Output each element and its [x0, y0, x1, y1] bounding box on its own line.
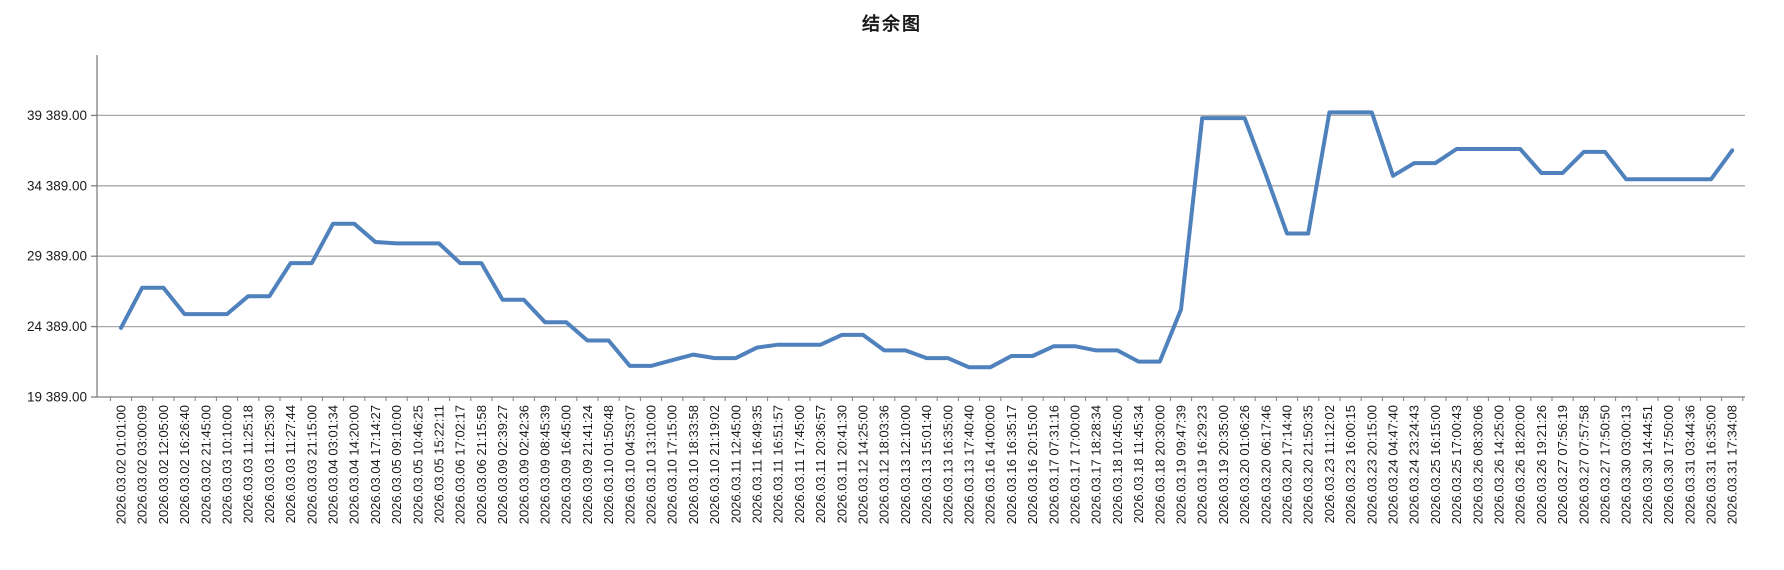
x-axis-label: 2026.03.25 17:00:43: [1449, 405, 1464, 524]
balance-line-series: [119, 110, 1735, 370]
x-axis-label: 2026.03.17 07:31:16: [1046, 405, 1061, 524]
x-axis-label: 2026.03.10 21:19:02: [707, 405, 722, 524]
x-axis-label: 2026.03.16 14:00:00: [983, 405, 998, 524]
x-axis-label: 2026.03.24 23:24:43: [1407, 405, 1422, 524]
x-axis-label: 2026.03.24 04:47:40: [1386, 405, 1401, 524]
x-axis-label: 2026.03.11 16:49:35: [750, 405, 765, 523]
x-axis-label: 2026.03.16 16:35:17: [1004, 405, 1019, 524]
x-axis-label: 2026.03.04 03:01:34: [326, 405, 341, 524]
x-axis-label: 2026.03.11 16:51:57: [771, 405, 786, 523]
x-axis-label: 2026.03.04 17:14:27: [368, 405, 383, 524]
x-axis-label: 2026.03.09 02:39:27: [495, 405, 510, 524]
x-axis-label: 2026.03.31 17:34:08: [1725, 405, 1740, 524]
x-axis-label: 2026.03.13 12:10:00: [898, 405, 913, 524]
x-axis-label: 2026.03.31 16:35:00: [1704, 405, 1719, 524]
x-axis-label: 2026.03.20 06:17:46: [1258, 405, 1273, 524]
x-axis-label: 2026.03.18 10:45:00: [1110, 405, 1125, 524]
x-axis-label: 2026.03.20 17:14:40: [1280, 405, 1295, 524]
x-axis-label: 2026.03.26 14:25:00: [1492, 405, 1507, 524]
x-axis-label: 2026.03.04 14:20:00: [347, 405, 362, 524]
x-axis-label: 2026.03.27 17:50:50: [1598, 405, 1613, 524]
x-axis-label: 2026.03.06 17:02:17: [453, 405, 468, 524]
x-axis-label: 2026.03.09 02:42:36: [516, 405, 531, 524]
x-axis-label: 2026.03.03 11:25:18: [241, 405, 256, 523]
x-axis-label: 2026.03.03 11:27:44: [283, 405, 298, 523]
x-axis-label: 2026.03.26 18:20:00: [1513, 405, 1528, 524]
x-axis-label: 2026.03.19 20:35:00: [1216, 405, 1231, 524]
x-axis-label: 2026.03.13 16:35:00: [940, 405, 955, 524]
x-axis-label: 2026.03.12 14:25:00: [856, 405, 871, 524]
x-axis-label: 2026.03.18 11:45:34: [1131, 405, 1146, 523]
x-axis-label: 2026.03.09 21:41:24: [580, 405, 595, 524]
y-axis-label: 24 389.00: [27, 319, 87, 334]
x-axis-label: 2026.03.10 01:50:48: [601, 405, 616, 524]
chart-title: 结余图: [862, 14, 922, 34]
x-axis-label: 2026.03.20 21:50:35: [1301, 405, 1316, 524]
x-axis-label: 2026.03.26 19:21:26: [1534, 405, 1549, 524]
x-axis-label: 2026.03.10 13:10:00: [644, 405, 659, 524]
x-axis-label: 2026.03.31 03:44:36: [1682, 405, 1697, 524]
x-axis-label: 2026.03.26 08:30:06: [1470, 405, 1485, 524]
x-axis-label: 2026.03.30 14:44:51: [1640, 405, 1655, 524]
x-axis-label: 2026.03.13 17:40:40: [962, 405, 977, 524]
x-axis-label: 2026.03.18 20:30:00: [1152, 405, 1167, 524]
x-axis-label: 2026.03.13 15:01:40: [919, 405, 934, 524]
x-axis-label: 2026.03.30 03:00:13: [1619, 405, 1634, 524]
x-axis-label: 2026.03.12 18:03:36: [877, 405, 892, 524]
x-axis-label: 2026.03.20 01:06:26: [1237, 405, 1252, 524]
x-axis-label: 2026.03.05 09:10:00: [389, 405, 404, 524]
x-axis-label: 2026.03.16 20:15:00: [1025, 405, 1040, 524]
x-axis-label: 2026.03.06 21:15:58: [474, 405, 489, 524]
x-axis-label: 2026.03.19 09:47:39: [1174, 405, 1189, 524]
y-axis-label: 34 389.00: [27, 178, 87, 193]
y-axis-label: 39 389.00: [27, 108, 87, 123]
x-axis-label: 2026.03.02 16:26:40: [177, 405, 192, 524]
x-axis-label: 2026.03.10 17:15:00: [665, 405, 680, 524]
x-axis-label: 2026.03.11 12:45:00: [728, 405, 743, 523]
x-axis-label: 2026.03.23 11:12:02: [1322, 405, 1337, 523]
x-axis-label: 2026.03.11 20:41:30: [834, 405, 849, 523]
x-axis-label: 2026.03.25 16:15:00: [1428, 405, 1443, 524]
x-axis-label: 2026.03.03 21:15:00: [304, 405, 319, 524]
x-axis-label: 2026.03.02 01:01:00: [114, 405, 129, 524]
x-axis-label: 2026.03.05 15:22:11: [432, 405, 447, 523]
x-axis-label: 2026.03.19 16:29:23: [1195, 405, 1210, 524]
x-axis-label: 2026.03.10 04:53:07: [622, 405, 637, 524]
y-axis-label: 29 389.00: [27, 249, 87, 264]
x-axis-label: 2026.03.03 11:25:30: [262, 405, 277, 523]
x-axis-label: 2026.03.02 21:45:00: [198, 405, 213, 524]
x-axis-label: 2026.03.17 17:00:00: [1068, 405, 1083, 524]
x-axis-label: 2026.03.05 10:46:25: [410, 405, 425, 524]
x-axis-label: 2026.03.09 08:45:39: [538, 405, 553, 524]
x-axis-label: 2026.03.27 07:56:19: [1555, 405, 1570, 524]
x-axis-label: 2026.03.17 18:28:34: [1089, 405, 1104, 524]
x-axis-label: 2026.03.23 20:15:00: [1364, 405, 1379, 524]
x-axis-label: 2026.03.27 07:57:58: [1576, 405, 1591, 524]
x-axis-label: 2026.03.11 17:45:00: [792, 405, 807, 523]
x-axis-label: 2026.03.10 18:33:58: [686, 405, 701, 524]
x-axis-label: 2026.03.30 17:50:00: [1661, 405, 1676, 524]
x-axis-label: 2026.03.02 03:00:09: [135, 405, 150, 524]
x-axis-label: 2026.03.03 10:10:00: [220, 405, 235, 524]
x-axis-label: 2026.03.23 16:00:15: [1343, 405, 1358, 524]
x-axis-label: 2026.03.09 16:45:00: [559, 405, 574, 524]
y-axis-label: 19 389.00: [27, 390, 87, 405]
x-axis-label: 2026.03.02 12:05:00: [156, 405, 171, 524]
x-axis-label: 2026.03.11 20:36:57: [813, 405, 828, 523]
